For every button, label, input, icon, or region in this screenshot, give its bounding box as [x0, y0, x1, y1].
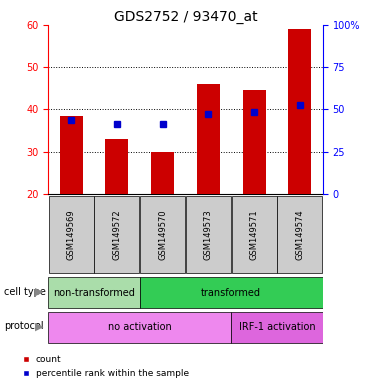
Bar	[60, 116, 82, 194]
Bar	[186, 195, 231, 273]
Text: GSM149571: GSM149571	[250, 209, 259, 260]
Text: GSM149573: GSM149573	[204, 209, 213, 260]
Bar	[140, 195, 185, 273]
Bar	[231, 312, 323, 343]
Text: IRF-1 activation: IRF-1 activation	[239, 322, 315, 333]
Bar	[95, 195, 139, 273]
Text: cell type: cell type	[4, 287, 46, 297]
Bar	[105, 139, 128, 194]
Text: non-transformed: non-transformed	[53, 288, 135, 298]
Bar	[232, 195, 276, 273]
Bar	[289, 29, 311, 194]
Bar	[48, 278, 140, 308]
Text: GSM149569: GSM149569	[67, 209, 76, 260]
Bar	[140, 278, 323, 308]
Legend: count, percentile rank within the sample: count, percentile rank within the sample	[23, 355, 189, 377]
Text: GSM149574: GSM149574	[295, 209, 304, 260]
Text: ▶: ▶	[35, 321, 43, 331]
Text: no activation: no activation	[108, 322, 172, 333]
Bar	[278, 195, 322, 273]
Title: GDS2752 / 93470_at: GDS2752 / 93470_at	[114, 10, 257, 24]
Text: ▶: ▶	[35, 287, 43, 297]
Text: GSM149570: GSM149570	[158, 209, 167, 260]
Text: GSM149572: GSM149572	[112, 209, 121, 260]
Text: protocol: protocol	[4, 321, 43, 331]
Bar	[151, 152, 174, 194]
Bar	[49, 195, 93, 273]
Bar	[197, 84, 220, 194]
Bar	[243, 91, 266, 194]
Bar	[48, 312, 231, 343]
Text: transformed: transformed	[201, 288, 261, 298]
